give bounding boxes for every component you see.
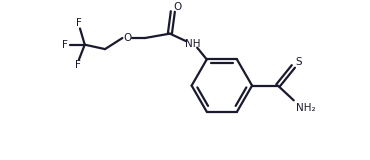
Text: F: F (75, 60, 81, 70)
Text: O: O (123, 33, 131, 43)
Text: O: O (174, 2, 182, 12)
Text: F: F (61, 40, 67, 50)
Text: NH: NH (185, 39, 201, 49)
Text: NH₂: NH₂ (296, 103, 316, 113)
Text: S: S (296, 57, 302, 67)
Text: F: F (76, 18, 82, 28)
